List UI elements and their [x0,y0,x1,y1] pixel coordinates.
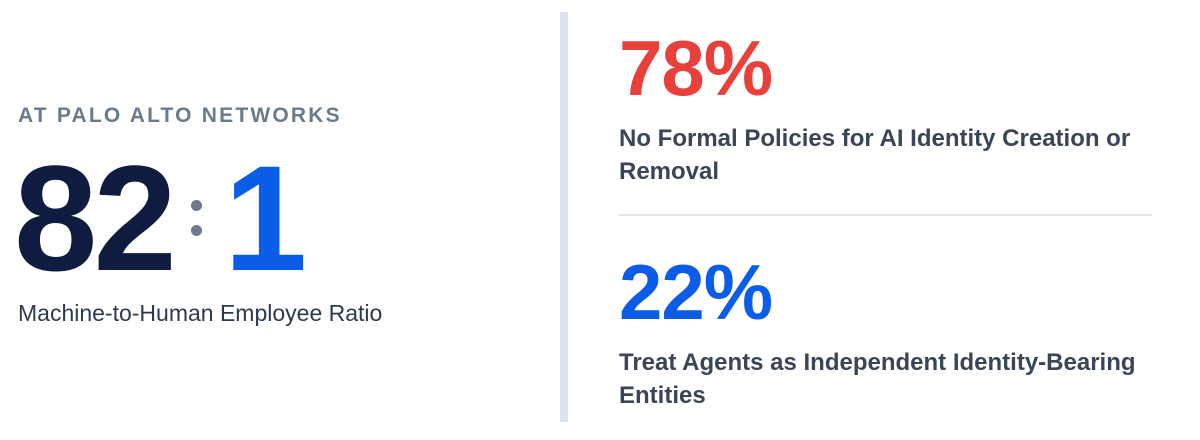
ratio-figure: 82 1 [14,134,308,302]
stat-value: 22% [619,248,773,336]
colon-dot-top [190,200,202,211]
ratio-caption: Machine-to-Human Employee Ratio [18,300,383,326]
ratio-colon [190,200,202,236]
stat-value: 78% [619,24,773,112]
ratio-machine-value: 82 [14,134,177,302]
eyebrow-label: AT PALO ALTO NETWORKS [18,104,342,127]
stat-label: No Formal Policies for AI Identity Creat… [619,125,1131,185]
stat-label: Treat Agents as Independent Identity-Bea… [619,349,1136,409]
vertical-divider [560,12,568,422]
colon-dot-bottom [190,225,202,236]
stat-independent-entities: 22% Treat Agents as Independent Identity… [619,252,1179,412]
horizontal-divider [619,214,1152,216]
stat-no-formal-policies: 78% No Formal Policies for AI Identity C… [619,28,1179,188]
ratio-human-value: 1 [223,134,308,302]
